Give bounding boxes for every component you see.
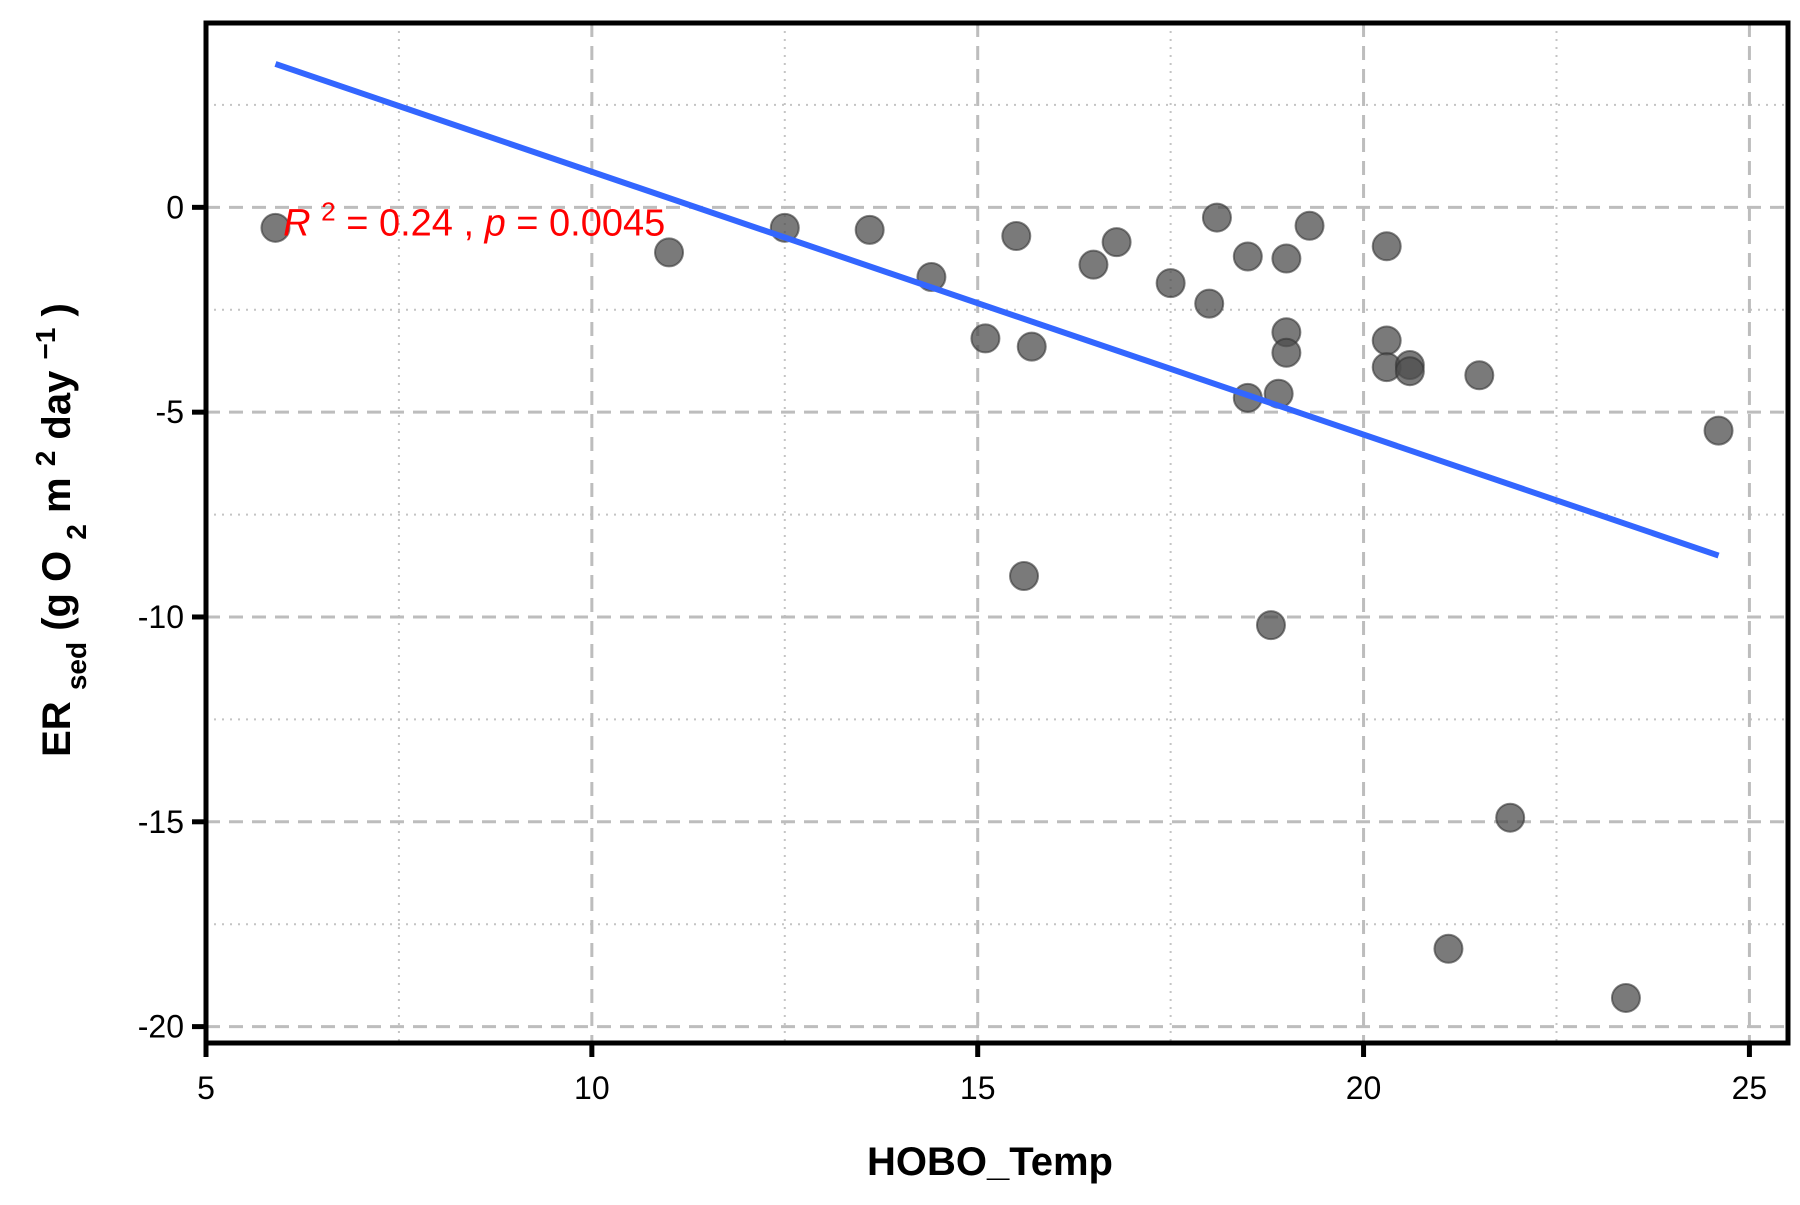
p-value: = 0.0045: [516, 203, 665, 245]
regression-annotation: R 2 = 0.24 , p = 0.0045: [283, 197, 665, 245]
y-tick-label: -10: [138, 599, 184, 635]
x-tick-label: 10: [574, 1070, 610, 1106]
data-point: [1610, 982, 1641, 1013]
y-axis-title-main: ER: [35, 701, 79, 757]
y-axis-title-o2-subscript: 2: [61, 524, 92, 540]
data-point: [1371, 325, 1402, 356]
data-point: [1371, 231, 1402, 262]
y-axis-title-subscript: sed: [61, 642, 92, 690]
data-point: [1495, 802, 1526, 833]
data-point: [1001, 221, 1032, 252]
data-point: [1201, 202, 1232, 233]
x-axis-title: HOBO_Temp: [867, 1140, 1113, 1184]
r-squared-label: R: [283, 203, 310, 245]
axis-ticks: 5 10 15 20 25 0 -5 -10 -15 -20: [138, 189, 1767, 1106]
y-axis-title-day: day: [35, 370, 79, 440]
data-point: [260, 212, 291, 243]
data-point: [654, 237, 685, 268]
data-point: [1016, 331, 1047, 362]
y-tick-label: 0: [166, 189, 184, 225]
data-points: [260, 202, 1734, 1013]
x-tick-label: 15: [960, 1070, 996, 1106]
regression-line: [274, 61, 1720, 559]
data-point: [1271, 243, 1302, 274]
data-point: [1101, 227, 1132, 258]
y-axis-title-day-superscript: −1: [30, 328, 61, 360]
data-point: [1433, 933, 1464, 964]
data-point: [1394, 356, 1425, 387]
x-tick-label: 5: [197, 1070, 215, 1106]
p-label: p: [484, 203, 506, 245]
data-point: [1009, 561, 1040, 592]
y-axis-title: ER sed (g O 2 m 2 day −1 ): [30, 303, 92, 757]
data-point: [1464, 360, 1495, 391]
y-tick-label: -5: [156, 394, 184, 430]
data-point: [1703, 415, 1734, 446]
data-point: [970, 323, 1001, 354]
y-tick-label: -20: [138, 1009, 184, 1045]
y-axis-title-suffix: ): [35, 303, 79, 316]
r-squared-superscript: 2: [321, 197, 335, 227]
r-squared-value: = 0.24 ,: [346, 203, 484, 245]
plot-frame: [203, 20, 1791, 1046]
data-point: [1194, 288, 1225, 319]
data-point: [1155, 268, 1186, 299]
data-point: [1232, 241, 1263, 272]
regression-line-layer: [274, 61, 1720, 559]
y-tick-label: -15: [138, 804, 184, 840]
data-point: [1271, 337, 1302, 368]
data-point: [1078, 249, 1109, 280]
x-tick-label: 25: [1732, 1070, 1768, 1106]
major-grid: [204, 23, 1788, 1043]
plot-border: [203, 20, 1791, 1046]
x-tick-label: 20: [1346, 1070, 1382, 1106]
y-axis-title-m-superscript: 2: [30, 451, 61, 467]
y-axis-title-prefix: (g O: [35, 551, 79, 631]
minor-grid: [206, 23, 1788, 1043]
data-point: [1294, 210, 1325, 241]
data-point: [854, 214, 885, 245]
data-point: [1255, 610, 1286, 641]
y-axis-title-m: m: [35, 477, 79, 513]
